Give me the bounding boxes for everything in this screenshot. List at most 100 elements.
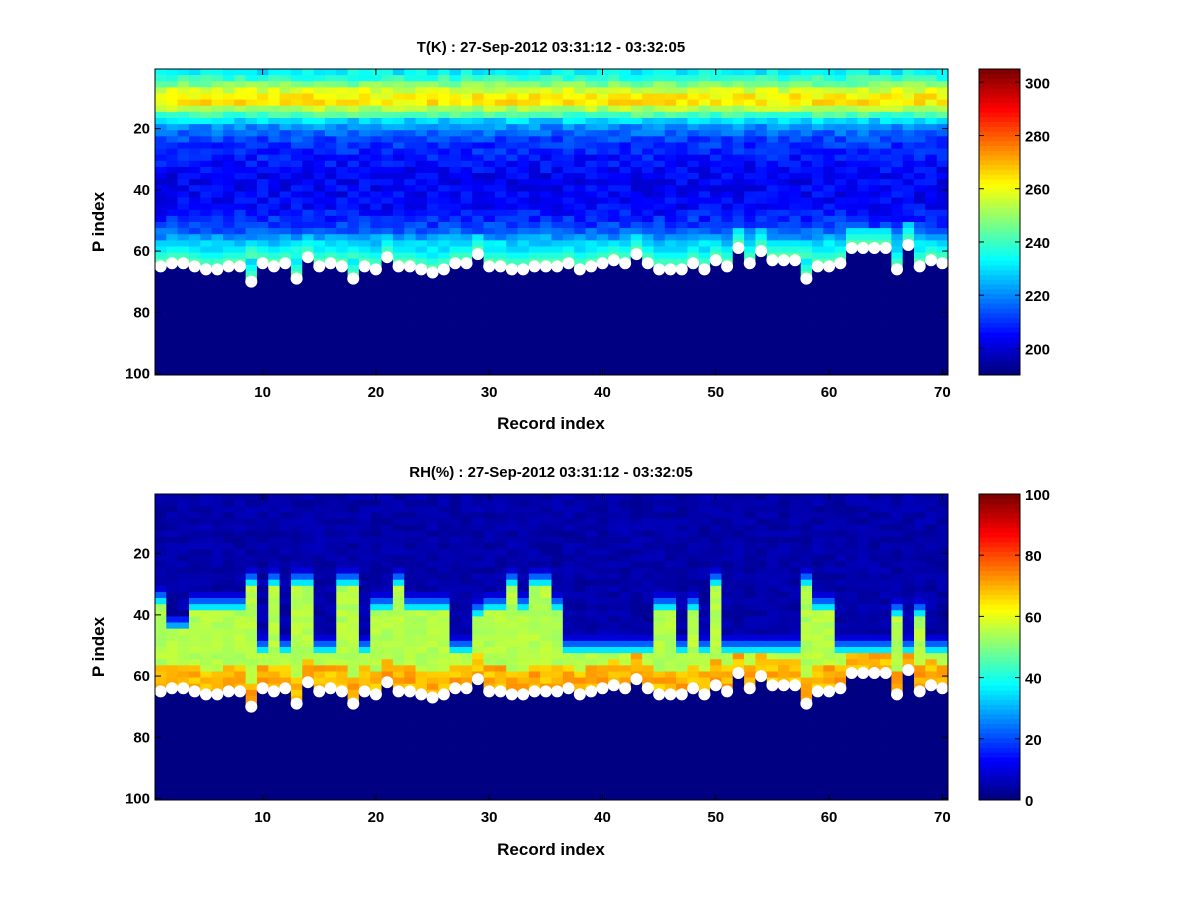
heatmap-cell [234,369,246,376]
heatmap-cell [835,204,847,211]
heatmap-cell [234,629,246,636]
heatmap-cell [914,155,926,162]
heatmap-cell [359,782,371,789]
heatmap-cell [472,69,484,76]
heatmap-cell [699,106,711,113]
heatmap-cell [359,574,371,581]
heatmap-cell [348,204,360,211]
heatmap-cell [325,531,337,538]
heatmap-cell [348,537,360,544]
colorbar-segment [979,322,1020,327]
heatmap-cell [461,179,473,186]
heatmap-cell [823,124,835,131]
heatmap-cell [552,179,564,186]
heatmap-cell [223,338,235,345]
heatmap-cell [246,727,258,734]
heatmap-cell [257,234,269,241]
heatmap-cell [155,788,167,795]
heatmap-cell [370,555,382,562]
heatmap-cell [416,641,428,648]
heatmap-cell [506,216,518,223]
heatmap-cell [348,543,360,550]
heatmap-cell [518,198,530,205]
heatmap-cell [450,289,462,296]
heatmap-cell [631,167,643,174]
heatmap-cell [404,167,416,174]
heatmap-cell [823,228,835,235]
colorbar-segment [979,327,1020,332]
heatmap-column [246,69,258,375]
heatmap-cell [348,512,360,519]
surface-marker [585,260,597,272]
heatmap-cell [212,623,224,630]
heatmap-cell [280,295,292,302]
heatmap-cell [336,567,348,574]
heatmap-cell [744,277,756,284]
heatmap-cell [529,216,541,223]
heatmap-cell [325,574,337,581]
heatmap-column [359,69,371,375]
heatmap-cell [857,338,869,345]
heatmap-cell [461,149,473,156]
heatmap-cell [246,308,258,315]
heatmap-cell [891,240,903,247]
heatmap-cell [302,506,314,513]
heatmap-cell [382,136,394,143]
heatmap-cell [518,222,530,229]
heatmap-cell [914,308,926,315]
heatmap-cell [359,216,371,223]
heatmap-cell [178,179,190,186]
heatmap-cell [563,118,575,125]
heatmap-cell [348,500,360,507]
heatmap-cell [246,525,258,532]
heatmap-cell [178,112,190,119]
heatmap-cell [234,253,246,260]
heatmap-cell [642,289,654,296]
heatmap-cell [359,629,371,636]
heatmap-cell [880,155,892,162]
heatmap-cell [574,332,586,339]
heatmap-cell [314,782,326,789]
heatmap-cell [382,326,394,333]
heatmap-cell [234,733,246,740]
heatmap-cell [880,338,892,345]
heatmap-cell [234,179,246,186]
heatmap-cell [404,763,416,770]
heatmap-cell [484,338,496,345]
heatmap-column [336,494,348,800]
heatmap-cell [200,788,212,795]
heatmap-cell [801,124,813,131]
heatmap-cell [665,332,677,339]
heatmap-cell [755,369,767,376]
heatmap-cell [370,185,382,192]
heatmap-cell [767,216,779,223]
heatmap-cell [348,549,360,556]
heatmap-cell [518,179,530,186]
heatmap-cell [518,155,530,162]
heatmap-cell [166,500,178,507]
heatmap-cell [325,598,337,605]
heatmap-cell [416,745,428,752]
heatmap-cell [189,531,201,538]
heatmap-cell [801,295,813,302]
heatmap-cell [268,512,280,519]
heatmap-cell [404,124,416,131]
heatmap-cell [234,87,246,94]
heatmap-cell [416,363,428,370]
heatmap-cell [733,118,745,125]
heatmap-cell [914,222,926,229]
heatmap-cell [835,302,847,309]
heatmap-cell [529,326,541,333]
heatmap-cell [472,308,484,315]
heatmap-cell [325,179,337,186]
heatmap-cell [234,757,246,764]
heatmap-cell [257,191,269,198]
heatmap-cell [223,289,235,296]
heatmap-cell [903,161,915,168]
heatmap-cell [155,93,167,100]
heatmap-cell [925,87,937,94]
heatmap-cell [687,308,699,315]
heatmap-cell [336,537,348,544]
heatmap-cell [891,302,903,309]
heatmap-cell [744,216,756,223]
